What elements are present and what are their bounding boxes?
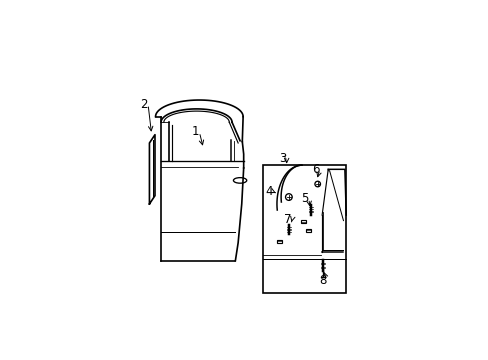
Text: 7: 7 <box>284 213 291 226</box>
Text: 4: 4 <box>264 185 272 198</box>
Bar <box>277 240 282 243</box>
Text: 2: 2 <box>140 98 147 111</box>
Bar <box>301 220 305 224</box>
Text: 5: 5 <box>300 192 308 205</box>
Text: 3: 3 <box>278 152 285 165</box>
Text: 6: 6 <box>311 163 319 176</box>
Bar <box>263 165 346 293</box>
Text: 1: 1 <box>191 125 199 138</box>
Bar <box>305 229 311 232</box>
Text: 8: 8 <box>318 274 325 287</box>
